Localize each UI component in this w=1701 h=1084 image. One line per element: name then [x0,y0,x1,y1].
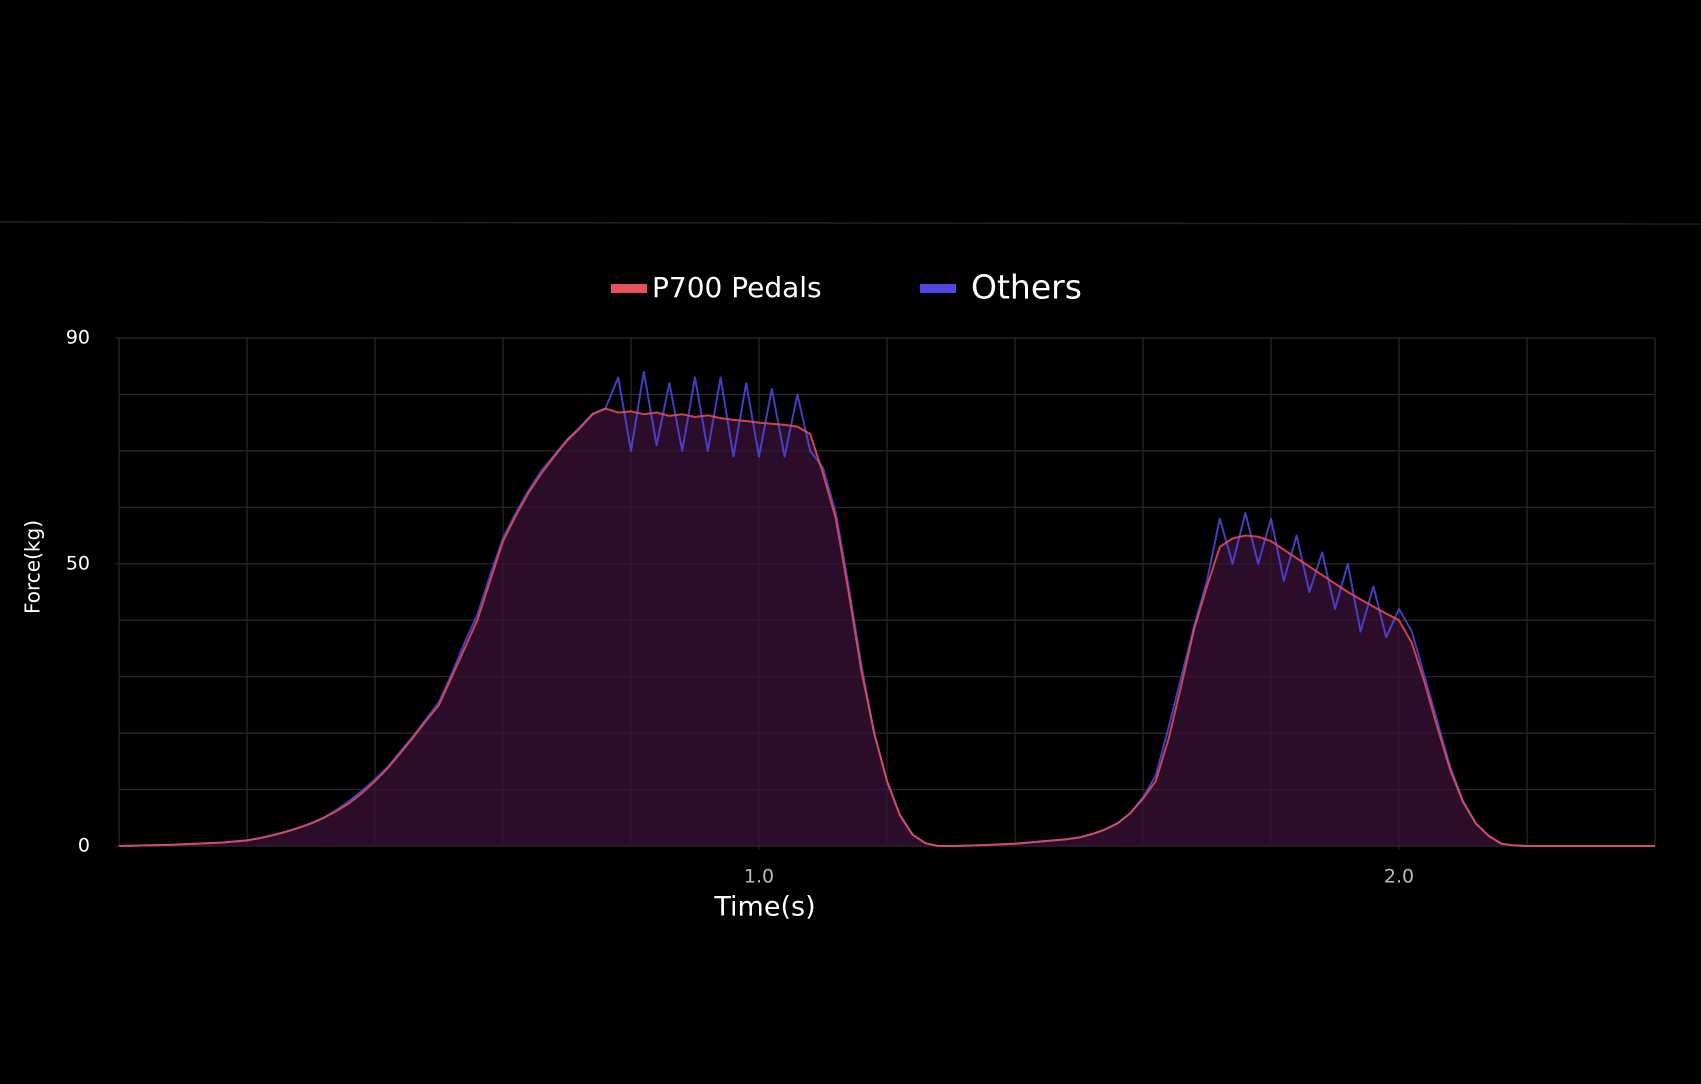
panel-edge [0,221,1701,225]
series-line [118,407,1655,847]
y-tick-label: 90 [66,327,90,349]
legend: P700 Pedals Others [611,268,1082,307]
legend-swatch [611,284,647,293]
y-tick-label: 0 [78,835,90,857]
x-axis-label: Time(s) [713,892,815,923]
legend-label: P700 Pedals [652,271,822,304]
x-tick-label: 2.0 [1384,866,1414,888]
y-tick-label: 50 [66,552,90,574]
legend-label: Others [971,268,1082,307]
area [119,408,1655,846]
y-axis-label: Force(kg) [21,520,45,614]
plot [118,370,1655,847]
x-tick-label: 1.0 [744,866,774,888]
legend-swatch [920,284,956,293]
